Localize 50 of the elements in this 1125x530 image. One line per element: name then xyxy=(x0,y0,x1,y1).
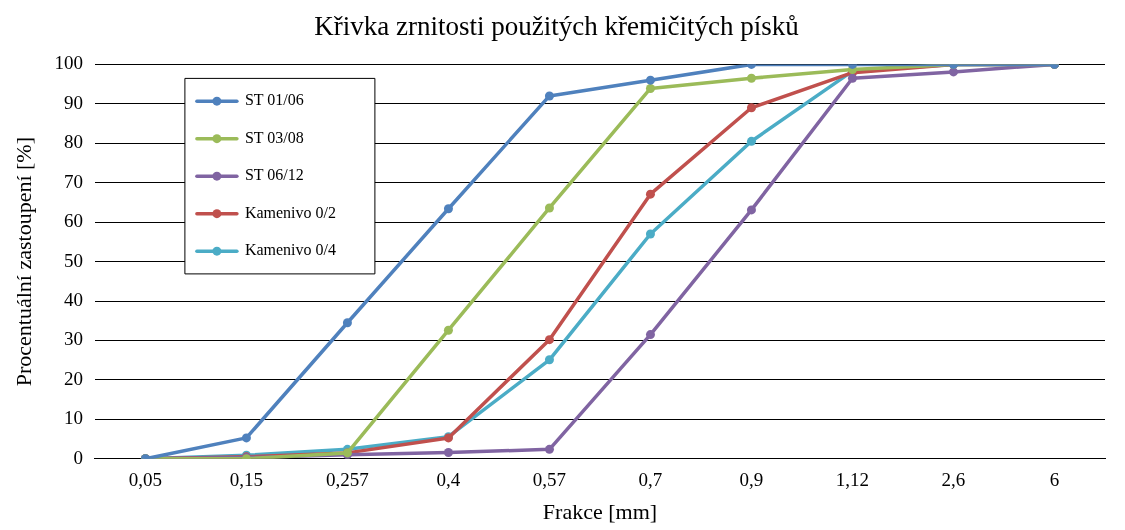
x-tick-label: 0,05 xyxy=(128,469,163,491)
y-tick-label: 80 xyxy=(63,131,83,153)
x-tick-label: 0,257 xyxy=(326,469,369,491)
x-tick-label: 0,15 xyxy=(229,469,264,491)
point xyxy=(443,204,453,214)
x-tick-label: 0,7 xyxy=(638,469,663,491)
point xyxy=(342,318,352,328)
point xyxy=(746,136,756,146)
point xyxy=(746,103,756,113)
x-tick-label: 0,4 xyxy=(436,469,461,491)
point xyxy=(746,205,756,215)
x-tick-label: 1,12 xyxy=(835,469,870,491)
point xyxy=(443,325,453,335)
point xyxy=(544,91,554,101)
x-axis-title: Frakce [mm] xyxy=(542,498,658,524)
point xyxy=(645,330,655,340)
legend-label: ST 03/08 xyxy=(244,128,304,146)
point xyxy=(746,73,756,83)
y-tick-label: 20 xyxy=(63,367,83,389)
y-tick-label: 100 xyxy=(54,52,83,74)
legend-label: ST 01/06 xyxy=(244,91,304,109)
x-tick-label: 0,57 xyxy=(532,469,567,491)
point xyxy=(645,83,655,93)
y-tick-label: 0 xyxy=(73,446,83,468)
y-tick-label: 90 xyxy=(63,91,83,113)
point xyxy=(241,433,251,443)
x-tick-label: 0,9 xyxy=(739,469,764,491)
point xyxy=(847,73,857,83)
legend-label: Kamenivo 0/4 xyxy=(244,241,336,259)
point xyxy=(544,444,554,454)
x-tick-label: 6 xyxy=(1049,469,1060,491)
y-tick-label: 70 xyxy=(63,170,83,192)
y-tick-label: 50 xyxy=(63,249,83,271)
point xyxy=(645,189,655,199)
y-tick-label: 10 xyxy=(63,407,83,429)
chart-title: Křivka zrnitosti použitých křemičitých písků xyxy=(314,11,800,42)
legend-label: ST 06/12 xyxy=(244,166,304,184)
point xyxy=(948,67,958,77)
y-tick-label: 30 xyxy=(63,328,83,350)
x-tick-label: 2,6 xyxy=(941,469,966,491)
point xyxy=(443,447,453,457)
point xyxy=(544,203,554,213)
y-tick-label: 40 xyxy=(63,289,83,311)
point xyxy=(645,229,655,239)
legend-label: Kamenivo 0/2 xyxy=(244,203,336,221)
point xyxy=(544,335,554,345)
point xyxy=(645,75,655,85)
point xyxy=(544,355,554,365)
y-tick-label: 60 xyxy=(63,210,83,232)
y-axis-title: Procentuální zastoupení [%] xyxy=(10,136,36,387)
